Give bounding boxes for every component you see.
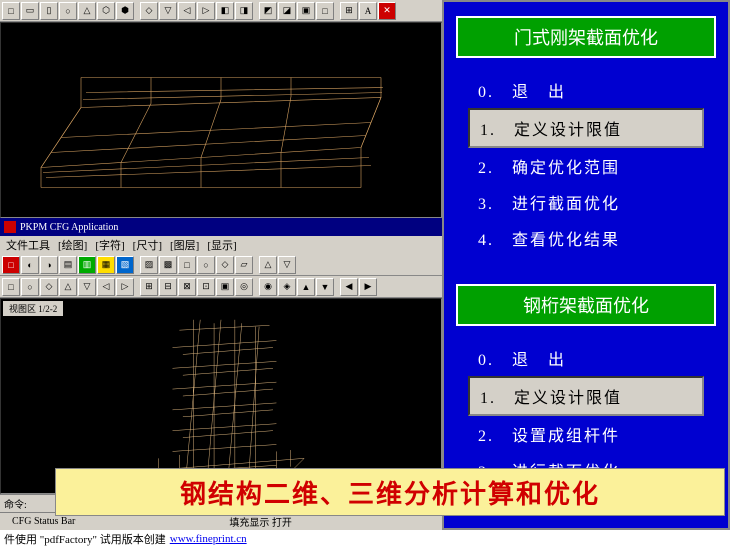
menu-item[interactable]: 文件工具 bbox=[4, 236, 52, 254]
toolbar-button[interactable]: ⊡ bbox=[197, 278, 215, 296]
menu-1-title: 门式刚架截面优化 bbox=[456, 16, 716, 58]
toolbar-button[interactable]: □ bbox=[2, 2, 20, 20]
menu-block-1: 门式刚架截面优化 0. 退 出1. 定义设计限值2. 确定优化范围3. 进行截面… bbox=[456, 16, 716, 256]
status-mid: 填充显示 打开 bbox=[221, 514, 300, 529]
menu-item[interactable]: [尺寸] bbox=[131, 236, 164, 254]
toolbar-button[interactable]: ▣ bbox=[216, 278, 234, 296]
app-title: PKPM CFG Application bbox=[20, 222, 118, 233]
title-bar: PKPM CFG Application bbox=[0, 218, 442, 236]
toolbar-2: □◐◑▤▥▦▧▨▩□○◇▱△▽ bbox=[0, 254, 442, 276]
viewport-2: 视图区 1/2-2 bbox=[0, 298, 442, 494]
toolbar-button[interactable]: ▣ bbox=[297, 2, 315, 20]
toolbar-button[interactable]: ⊟ bbox=[159, 278, 177, 296]
toolbar-button[interactable]: ○ bbox=[59, 2, 77, 20]
toolbar-button[interactable]: ◇ bbox=[140, 2, 158, 20]
cmd-label: 命令: bbox=[4, 496, 27, 511]
menu-option[interactable]: 2. 确定优化范围 bbox=[468, 148, 704, 184]
toolbar-button[interactable]: ◁ bbox=[97, 278, 115, 296]
menu-option[interactable]: 3. 进行截面优化 bbox=[468, 184, 704, 220]
toolbar-button[interactable]: ⊠ bbox=[178, 278, 196, 296]
menu-option[interactable]: 1. 定义设计限值 bbox=[468, 376, 704, 416]
menu-option[interactable]: 0. 退 出 bbox=[468, 72, 704, 108]
footer-text: 件使用 "pdfFactory" 试用版本创建 bbox=[4, 531, 166, 547]
banner: 钢结构二维、三维分析计算和优化 bbox=[55, 468, 725, 516]
toolbar-button[interactable]: ▥ bbox=[78, 256, 96, 274]
toolbar-button[interactable]: ◪ bbox=[278, 2, 296, 20]
menu-bar: 文件工具[绘图][字符] [尺寸][图层][显示] bbox=[0, 236, 442, 254]
toolbar-button[interactable]: □ bbox=[316, 2, 334, 20]
toolbar-button[interactable]: ⬢ bbox=[116, 2, 134, 20]
left-panel: □▭▯○△⬡⬢◇▽◁▷◧◨◩◪▣□⊞A✕ 存退出标注汉字插入图块图层填充图库编辑… bbox=[0, 0, 442, 530]
right-panel: 门式刚架截面优化 0. 退 出1. 定义设计限值2. 确定优化范围3. 进行截面… bbox=[442, 0, 730, 530]
toolbar-button[interactable]: ◇ bbox=[216, 256, 234, 274]
toolbar-button[interactable]: A bbox=[359, 2, 377, 20]
menu-option[interactable]: 0. 退 出 bbox=[468, 340, 704, 376]
toolbar-button[interactable]: ▷ bbox=[197, 2, 215, 20]
toolbar-button[interactable]: ▶ bbox=[359, 278, 377, 296]
toolbar-button[interactable]: ◉ bbox=[259, 278, 277, 296]
menu-item[interactable]: [字符] bbox=[93, 236, 126, 254]
toolbar-button[interactable]: ▯ bbox=[40, 2, 58, 20]
toolbar-button[interactable]: ▼ bbox=[316, 278, 334, 296]
toolbar-button[interactable]: ⊞ bbox=[140, 278, 158, 296]
toolbar-button[interactable]: ▷ bbox=[116, 278, 134, 296]
menu-1-list: 0. 退 出1. 定义设计限值2. 确定优化范围3. 进行截面优化4. 查看优化… bbox=[456, 72, 716, 256]
toolbar-button[interactable]: ⬡ bbox=[97, 2, 115, 20]
toolbar-button[interactable]: ▨ bbox=[140, 256, 158, 274]
menu-option[interactable]: 2. 设置成组杆件 bbox=[468, 416, 704, 452]
toolbar-button[interactable]: ▤ bbox=[59, 256, 77, 274]
toolbar-button[interactable]: △ bbox=[259, 256, 277, 274]
toolbar-button[interactable]: ▩ bbox=[159, 256, 177, 274]
toolbar-button[interactable]: ◀ bbox=[340, 278, 358, 296]
toolbar-button[interactable]: ○ bbox=[21, 278, 39, 296]
status-left: CFG Status Bar bbox=[4, 516, 83, 527]
toolbar-button[interactable]: ▽ bbox=[278, 256, 296, 274]
toolbar-button[interactable]: ⊞ bbox=[340, 2, 358, 20]
main-container: □▭▯○△⬡⬢◇▽◁▷◧◨◩◪▣□⊞A✕ 存退出标注汉字插入图块图层填充图库编辑… bbox=[0, 0, 730, 530]
toolbar-button[interactable]: △ bbox=[78, 2, 96, 20]
toolbar-button[interactable]: ▱ bbox=[235, 256, 253, 274]
footer-link[interactable]: www.fineprint.cn bbox=[170, 533, 247, 545]
footer: 件使用 "pdfFactory" 试用版本创建 www.fineprint.cn bbox=[0, 530, 730, 547]
toolbar-button[interactable]: ○ bbox=[197, 256, 215, 274]
toolbar-button[interactable]: ◐ bbox=[21, 256, 39, 274]
toolbar-button[interactable]: □ bbox=[2, 278, 20, 296]
toolbar-button[interactable]: ▽ bbox=[159, 2, 177, 20]
wireframe-1 bbox=[1, 23, 441, 217]
wireframe-2 bbox=[1, 299, 441, 493]
toolbar-button[interactable]: ◎ bbox=[235, 278, 253, 296]
menu-option[interactable]: 1. 定义设计限值 bbox=[468, 108, 704, 148]
toolbar-button[interactable]: ▧ bbox=[116, 256, 134, 274]
toolbar-button[interactable]: ▦ bbox=[97, 256, 115, 274]
toolbar-button[interactable]: ◨ bbox=[235, 2, 253, 20]
toolbar-button[interactable]: ▲ bbox=[297, 278, 315, 296]
toolbar-button[interactable]: ✕ bbox=[378, 2, 396, 20]
viewport-1 bbox=[0, 22, 442, 218]
toolbar-button[interactable]: △ bbox=[59, 278, 77, 296]
toolbar-button[interactable]: ◁ bbox=[178, 2, 196, 20]
toolbar-button[interactable]: ◈ bbox=[278, 278, 296, 296]
toolbar-button[interactable]: ◧ bbox=[216, 2, 234, 20]
toolbar-button[interactable]: □ bbox=[2, 256, 20, 274]
menu-2-title: 钢桁架截面优化 bbox=[456, 284, 716, 326]
toolbar-button[interactable]: ◩ bbox=[259, 2, 277, 20]
menu-block-2: 钢桁架截面优化 0. 退 出1. 定义设计限值2. 设置成组杆件3. 进行截面优… bbox=[456, 284, 716, 488]
menu-item[interactable]: [图层] bbox=[168, 236, 201, 254]
toolbar-button[interactable]: ▽ bbox=[78, 278, 96, 296]
menu-item[interactable]: [显示] bbox=[205, 236, 238, 254]
toolbar-button[interactable]: ◑ bbox=[40, 256, 58, 274]
toolbar-button[interactable]: □ bbox=[178, 256, 196, 274]
toolbar-3: □○◇△▽◁▷ ⊞⊟⊠⊡▣◎ ◉◈▲▼ ◀▶ bbox=[0, 276, 442, 298]
menu-option[interactable]: 4. 查看优化结果 bbox=[468, 220, 704, 256]
app-icon bbox=[4, 221, 16, 233]
toolbar-button[interactable]: ▭ bbox=[21, 2, 39, 20]
menu-item[interactable]: [绘图] bbox=[56, 236, 89, 254]
menu-2-list: 0. 退 出1. 定义设计限值2. 设置成组杆件3. 进行截面优化 bbox=[456, 340, 716, 488]
toolbar-button[interactable]: ◇ bbox=[40, 278, 58, 296]
toolbar-top: □▭▯○△⬡⬢◇▽◁▷◧◨◩◪▣□⊞A✕ bbox=[0, 0, 442, 22]
